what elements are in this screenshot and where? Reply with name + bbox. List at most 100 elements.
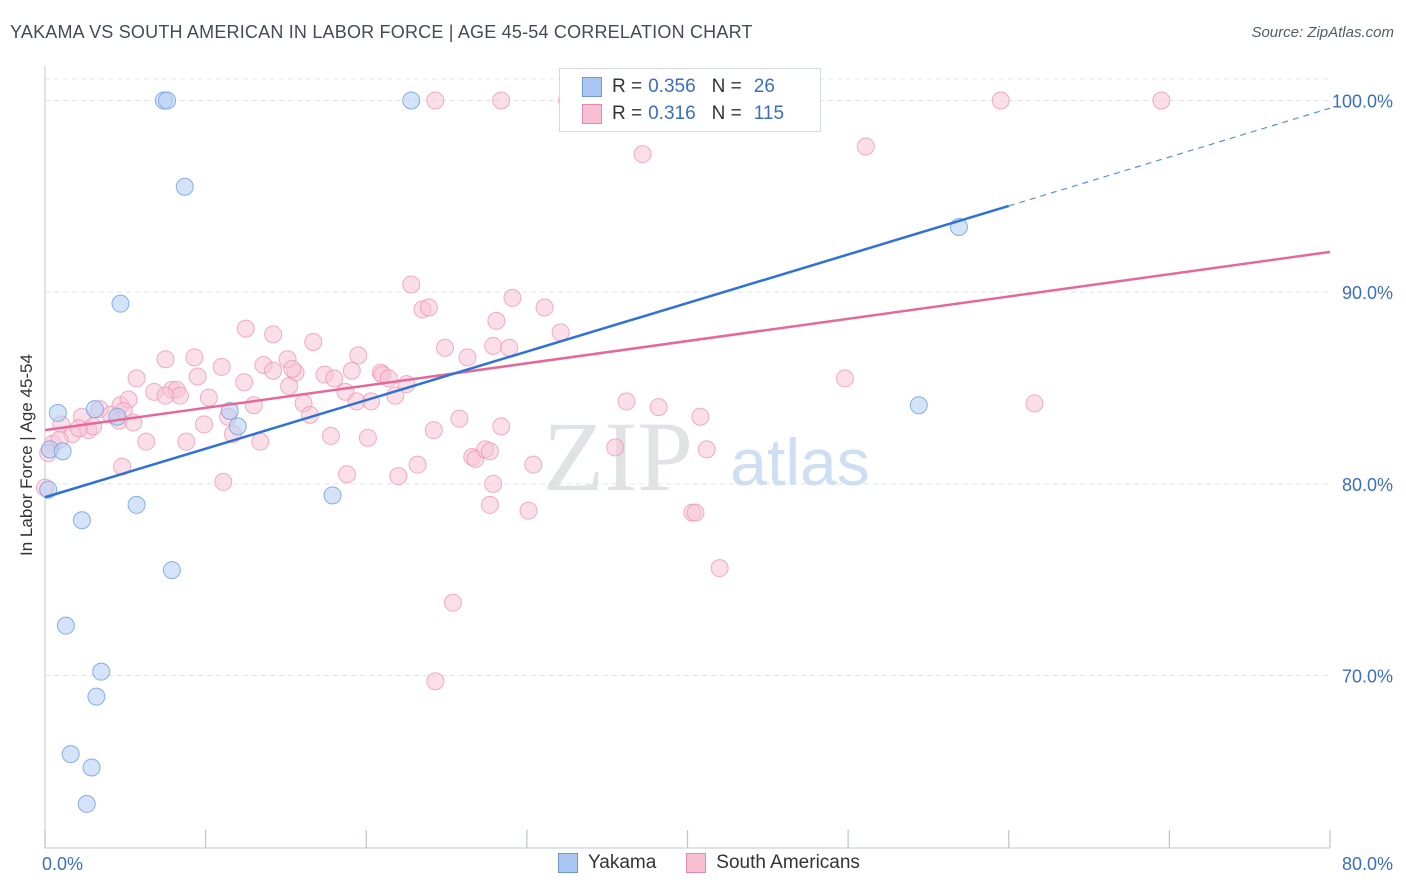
legend-item-yakama[interactable]: Yakama: [558, 852, 656, 874]
yakama-point: [228, 417, 247, 436]
r-value: 0.356: [648, 76, 696, 97]
yakama-swatch: [558, 853, 578, 873]
south-americans-point: [137, 432, 156, 451]
south-americans-trendline: [44, 250, 1331, 432]
south-americans-point: [617, 392, 636, 411]
south-americans-point: [264, 361, 283, 380]
south-americans-point: [484, 336, 503, 355]
yakama-point: [85, 400, 104, 419]
south-americans-point: [419, 298, 438, 317]
south-americans-point: [450, 409, 469, 428]
south-americans-point: [251, 432, 270, 451]
yakama-point: [127, 495, 146, 514]
trend-layer: [44, 107, 1331, 499]
yakama-point: [158, 91, 177, 110]
tick-labels: 70.0% 80.0% 90.0% 100.0% 0.0% 80.0%: [42, 92, 1393, 875]
south-americans-point: [686, 503, 705, 522]
south-americans-point: [492, 417, 511, 436]
yakama-point: [175, 177, 194, 196]
south-americans-point: [424, 421, 443, 440]
south-americans-point: [195, 415, 214, 434]
yakama-point: [92, 662, 111, 681]
south-americans-point: [1025, 394, 1044, 413]
south-americans-point: [443, 593, 462, 612]
south-americans-point: [426, 91, 445, 110]
south-americans-point: [214, 472, 233, 491]
r-label: R =: [612, 103, 643, 124]
south-americans-point: [500, 338, 519, 357]
yakama-point: [48, 403, 67, 422]
yakama-point: [87, 687, 106, 706]
yakama-point: [56, 616, 75, 635]
south-americans-point: [188, 367, 207, 386]
south-americans-point: [280, 377, 299, 396]
south-americans-point: [458, 348, 477, 367]
watermark-atlas: atlas: [730, 425, 869, 499]
south-americans-point: [435, 338, 454, 357]
y-axis-label: In Labor Force | Age 45-54: [17, 354, 36, 556]
south-americans-point: [649, 398, 668, 417]
south-americans-point: [236, 319, 255, 338]
south-americans-point: [156, 386, 175, 405]
south-americans-point: [127, 369, 146, 388]
south-americans-point: [321, 426, 340, 445]
south-americans-point: [177, 432, 196, 451]
south-americans-point: [991, 91, 1010, 110]
yakama-point: [82, 758, 101, 777]
yakama-point: [61, 745, 80, 764]
yakama-trendline: [44, 204, 1010, 499]
y-tick-label: 80.0%: [1342, 475, 1393, 495]
legend-row-yakama: R = 0.356 N = 26: [582, 74, 791, 100]
south-americans-point: [606, 438, 625, 457]
n-value: 115: [753, 103, 785, 124]
yakama-point: [909, 396, 928, 415]
x-tick-label: 80.0%: [1342, 854, 1393, 874]
south-americans-point: [856, 137, 875, 156]
x-tick-label: 0.0%: [42, 854, 83, 874]
south-americans-point: [408, 455, 427, 474]
south-americans-point: [325, 369, 344, 388]
y-tick-label: 100.0%: [1332, 92, 1393, 112]
south-americans-point: [389, 467, 408, 486]
yakama-point: [111, 294, 130, 313]
legend-label: South Americans: [716, 852, 860, 873]
south-americans-point: [492, 91, 511, 110]
n-label: N =: [711, 76, 742, 97]
south-americans-point: [337, 465, 356, 484]
yakama-point: [108, 407, 127, 426]
yakama-point: [162, 561, 181, 580]
south-americans-point: [503, 288, 522, 307]
yakama-point: [402, 91, 421, 110]
legend-item-south-americans[interactable]: South Americans: [686, 852, 860, 874]
south-americans-point: [358, 428, 377, 447]
south-americans-point: [633, 145, 652, 164]
south-americans-point: [535, 298, 554, 317]
yakama-point: [77, 794, 96, 813]
yakama-points: [39, 91, 968, 813]
yakama-swatch: [582, 77, 602, 97]
south-americans-point: [480, 442, 499, 461]
south-americans-point: [283, 359, 302, 378]
south-americans-point: [342, 361, 361, 380]
south-americans-point: [185, 348, 204, 367]
series-legend: Yakama South Americans: [558, 852, 890, 874]
yakama-point: [220, 402, 239, 420]
legend-row-south-americans: R = 0.316 N = 115: [582, 101, 800, 127]
south-americans-point: [199, 388, 218, 407]
south-americans-point: [1152, 91, 1171, 110]
south-americans-point: [235, 373, 254, 392]
south-americans-point: [519, 501, 538, 520]
n-label: N =: [711, 103, 742, 124]
south-americans-point: [402, 275, 421, 294]
south-americans-point: [691, 407, 710, 426]
y-tick-label: 70.0%: [1342, 667, 1393, 687]
stats-legend: R = 0.356 N = 26 R = 0.316 N = 115: [559, 68, 821, 132]
south-americans-swatch: [582, 104, 602, 124]
south-americans-point: [710, 559, 729, 578]
south-americans-point: [212, 357, 231, 376]
chart-title: YAKAMA VS SOUTH AMERICAN IN LABOR FORCE …: [10, 22, 753, 42]
yakama-point: [72, 511, 91, 530]
south-americans-point: [156, 350, 175, 369]
yakama-trendline-extension: [1008, 107, 1331, 207]
south-americans-point: [304, 333, 323, 351]
